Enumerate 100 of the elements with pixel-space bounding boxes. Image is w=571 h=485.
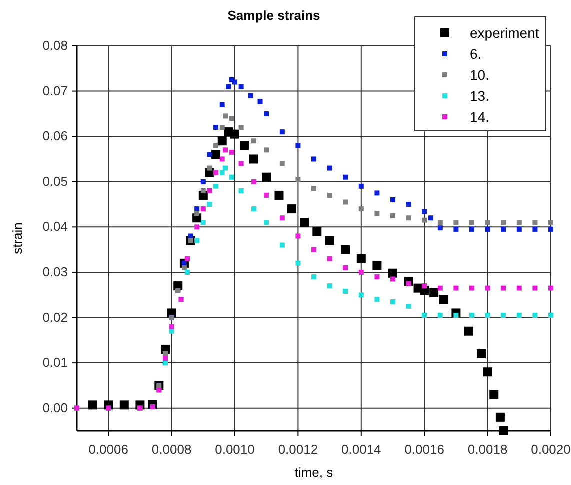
point xyxy=(516,286,522,291)
point xyxy=(251,206,256,212)
point xyxy=(248,93,254,98)
point xyxy=(406,216,412,221)
point xyxy=(327,166,332,171)
point xyxy=(476,350,486,358)
point xyxy=(390,299,396,304)
point xyxy=(194,211,200,216)
point xyxy=(188,234,194,239)
point xyxy=(212,150,221,160)
point xyxy=(238,161,244,166)
point xyxy=(501,286,506,291)
point xyxy=(439,295,448,304)
point xyxy=(390,213,396,218)
point xyxy=(374,274,380,280)
point xyxy=(200,206,206,212)
y-tick-label: 0.04 xyxy=(42,219,68,234)
point xyxy=(264,220,270,226)
point xyxy=(388,268,398,278)
point xyxy=(327,284,332,289)
point xyxy=(343,200,348,205)
point xyxy=(312,247,316,252)
point xyxy=(169,328,174,334)
point xyxy=(516,226,522,232)
point xyxy=(251,179,256,184)
y-tick-label: 0.05 xyxy=(42,174,68,189)
point xyxy=(280,216,285,221)
point xyxy=(296,234,301,239)
point xyxy=(185,256,190,262)
point xyxy=(169,324,174,330)
point xyxy=(207,166,212,171)
point xyxy=(162,360,168,366)
point xyxy=(194,224,200,230)
y-tick-label: 0.08 xyxy=(42,38,68,53)
point xyxy=(470,220,474,226)
x-tick-label: 0.0012 xyxy=(278,442,318,457)
point xyxy=(464,326,474,336)
point xyxy=(496,412,505,422)
point xyxy=(280,161,285,166)
y-tick-label: 0.00 xyxy=(42,400,68,416)
x-tick-label: 0.0014 xyxy=(342,442,382,457)
point xyxy=(312,156,316,162)
legend-label: 13. xyxy=(470,88,490,104)
point xyxy=(200,220,206,226)
point xyxy=(300,218,310,228)
point xyxy=(516,220,522,226)
x-tick-label: 0.0020 xyxy=(531,442,571,457)
point xyxy=(483,368,492,377)
y-tick-label: 0.02 xyxy=(42,310,68,325)
point xyxy=(223,114,228,119)
point xyxy=(485,226,490,232)
point xyxy=(499,426,508,436)
y-tick-label: 0.01 xyxy=(42,355,68,370)
y-tick-label: 0.07 xyxy=(42,83,68,98)
point xyxy=(207,202,212,208)
point xyxy=(258,99,263,104)
point xyxy=(548,226,554,232)
point xyxy=(485,220,490,226)
point xyxy=(501,220,506,226)
point xyxy=(438,226,443,231)
point xyxy=(532,286,538,291)
point xyxy=(358,184,364,189)
x-tick-label: 0.0010 xyxy=(215,442,255,457)
point xyxy=(214,125,219,130)
legend-label: experiment xyxy=(470,25,540,41)
point xyxy=(249,154,258,164)
point xyxy=(214,143,219,148)
point xyxy=(438,220,443,226)
point xyxy=(358,292,364,298)
point xyxy=(374,190,380,196)
point xyxy=(240,141,249,150)
point xyxy=(182,265,187,270)
point xyxy=(238,125,244,130)
point xyxy=(274,190,284,200)
point xyxy=(485,313,490,318)
point xyxy=(548,313,554,318)
point xyxy=(470,313,474,318)
y-axis-title: strain xyxy=(10,222,25,254)
point xyxy=(422,313,428,318)
point xyxy=(238,188,244,194)
point xyxy=(207,152,212,158)
point xyxy=(280,130,285,135)
point xyxy=(374,297,380,302)
point xyxy=(430,288,439,298)
point xyxy=(501,226,506,232)
point xyxy=(220,102,225,108)
point xyxy=(220,156,225,162)
point xyxy=(422,284,428,289)
point xyxy=(312,186,316,192)
point xyxy=(548,220,554,226)
point xyxy=(358,206,364,212)
point xyxy=(226,84,232,90)
point xyxy=(374,211,380,216)
point xyxy=(356,254,366,264)
point xyxy=(296,143,301,148)
point xyxy=(485,286,490,291)
legend-label: 14. xyxy=(470,109,490,125)
point xyxy=(406,304,412,309)
point xyxy=(214,170,219,176)
point xyxy=(548,286,554,291)
